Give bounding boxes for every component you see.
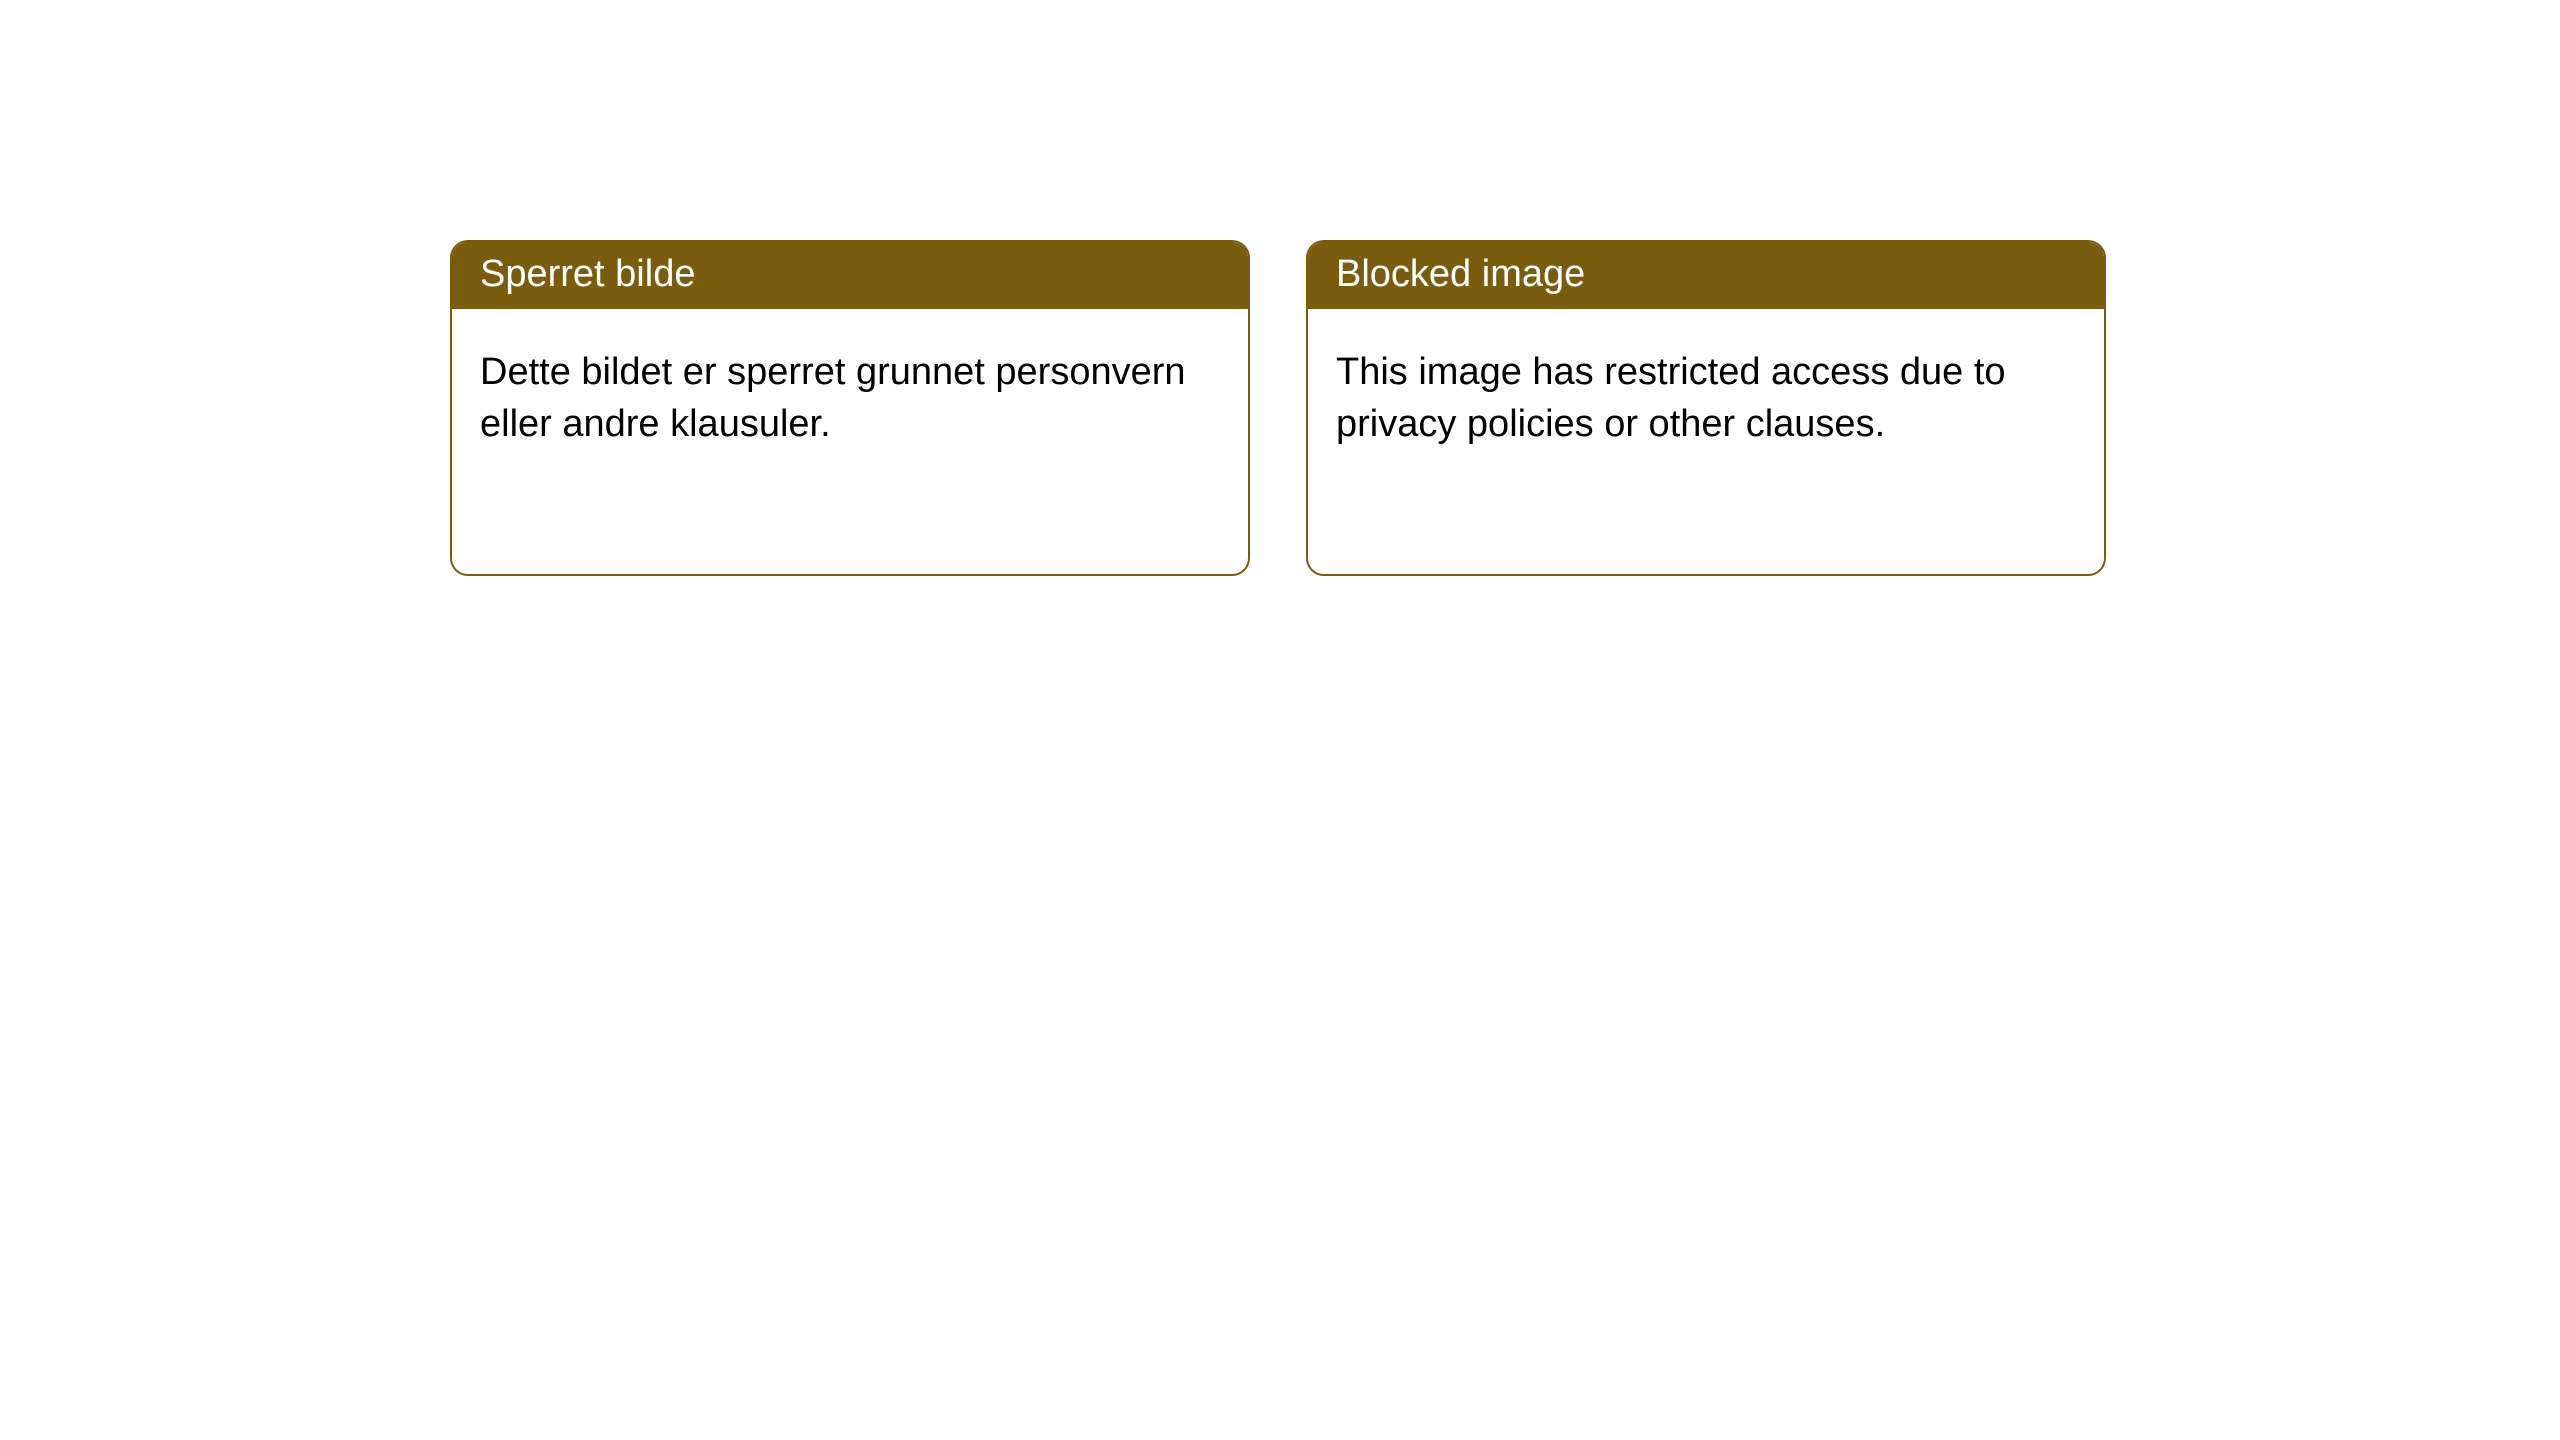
notice-title: Sperret bilde xyxy=(480,253,695,295)
notice-body-text: This image has restricted access due to … xyxy=(1336,351,2006,444)
notice-box-norwegian: Sperret bilde Dette bildet er sperret gr… xyxy=(450,240,1250,576)
notice-container: Sperret bilde Dette bildet er sperret gr… xyxy=(0,0,2560,576)
notice-header: Sperret bilde xyxy=(452,242,1248,309)
notice-body: This image has restricted access due to … xyxy=(1308,309,2104,478)
notice-body-text: Dette bildet er sperret grunnet personve… xyxy=(480,351,1186,444)
notice-body: Dette bildet er sperret grunnet personve… xyxy=(452,309,1248,478)
notice-title: Blocked image xyxy=(1336,253,1585,295)
notice-box-english: Blocked image This image has restricted … xyxy=(1306,240,2106,576)
notice-header: Blocked image xyxy=(1308,242,2104,309)
